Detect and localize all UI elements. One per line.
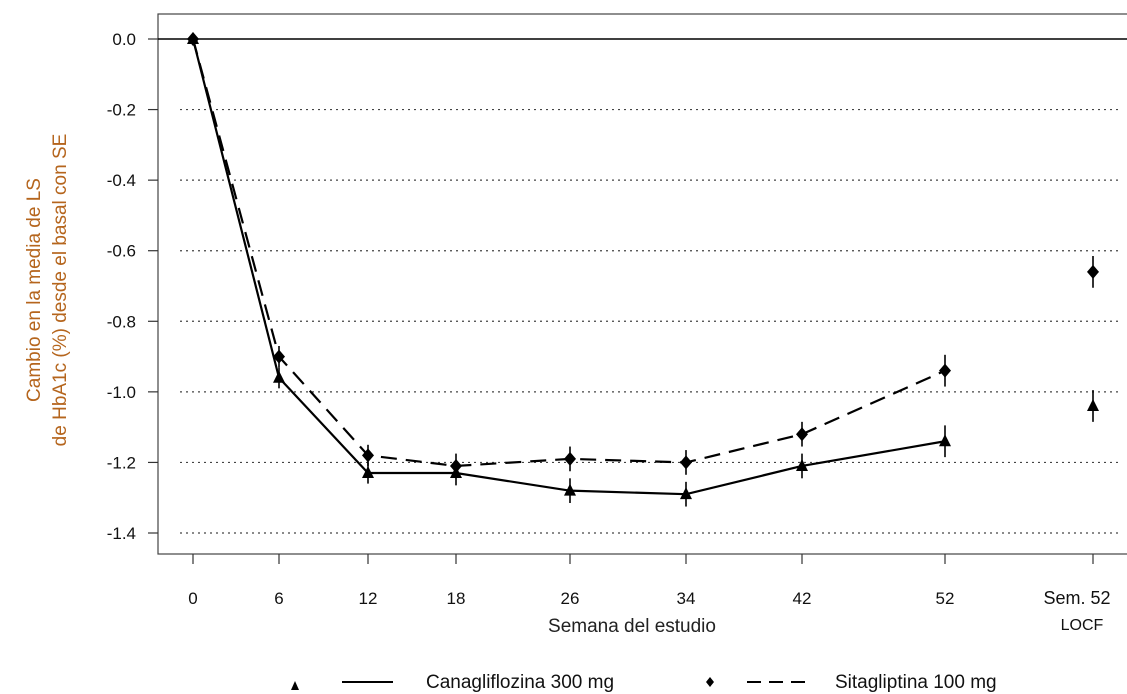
- point-1-3: [450, 458, 462, 473]
- y-tick-label-6: -1.2: [107, 453, 136, 472]
- point-1-2: [362, 448, 374, 463]
- x-tick-label-6: 42: [793, 589, 812, 608]
- legend: Canagliflozina 300 mg Sitagliptina 100 m…: [291, 672, 997, 693]
- point-1-5: [680, 455, 692, 470]
- x-tick-label-locf: LOCF: [1061, 617, 1104, 634]
- x-tick-label-sem52: Sem. 52: [1043, 588, 1110, 608]
- diamond-marker-icon: [706, 677, 714, 687]
- x-tick-label-7: 52: [936, 589, 955, 608]
- point-0-2: [362, 466, 374, 479]
- series-layer: [187, 32, 1099, 507]
- grid-layer: [158, 38, 1127, 534]
- point-1-4: [564, 451, 576, 466]
- legend-label-canagliflozina: Canagliflozina 300 mg: [426, 672, 614, 693]
- point-1-7: [939, 363, 951, 378]
- series-line-1: [191, 38, 946, 468]
- y-axis-title-line-1: Cambio en la media de LS: [24, 178, 45, 402]
- y-tick-label-4: -0.8: [107, 312, 136, 331]
- y-tick-label-1: -0.2: [107, 101, 136, 120]
- y-tick-label-3: -0.6: [107, 242, 136, 261]
- legend-label-sitagliptina: Sitagliptina 100 mg: [835, 672, 997, 693]
- point-0-locf: [1087, 398, 1099, 411]
- y-tick-label-2: -0.4: [107, 171, 136, 190]
- plot-frame: [157, 13, 1127, 555]
- x-axis-title: Semana del estudio: [548, 616, 716, 637]
- point-0-4: [564, 483, 576, 496]
- x-tick-label-1: 6: [274, 589, 283, 608]
- point-0-6: [796, 458, 808, 471]
- point-1-0: [187, 32, 199, 46]
- y-axis-title-line-2: de HbA1c (%) desde el basal con SE: [50, 134, 71, 447]
- y-tick-label-5: -1.0: [107, 383, 136, 402]
- x-tick-label-0: 0: [188, 589, 197, 608]
- point-0-5: [680, 487, 692, 500]
- y-tick-label-7: -1.4: [107, 524, 136, 543]
- legend-item-sitagliptina: Sitagliptina 100 mg: [706, 672, 997, 693]
- legend-item-canagliflozina: Canagliflozina 300 mg: [291, 672, 614, 693]
- x-tick-label-2: 12: [359, 589, 378, 608]
- point-1-locf: [1087, 264, 1099, 279]
- y-tick-label-0: 0.0: [112, 30, 136, 49]
- point-0-7: [939, 434, 951, 447]
- series-line-0: [191, 38, 946, 496]
- point-0-1: [273, 370, 285, 383]
- x-tick-label-3: 18: [447, 589, 466, 608]
- point-1-1: [273, 349, 285, 364]
- x-axis: 0 6 12 18 26 34 42 52: [188, 554, 1094, 608]
- triangle-marker-icon: [291, 681, 299, 690]
- point-1-6: [796, 427, 808, 442]
- x-tick-label-4: 26: [561, 589, 580, 608]
- y-axis: 0.0 -0.2 -0.4 -0.6 -0.8 -1.0 -1.2 -1.4: [107, 30, 158, 543]
- x-tick-label-5: 34: [677, 589, 696, 608]
